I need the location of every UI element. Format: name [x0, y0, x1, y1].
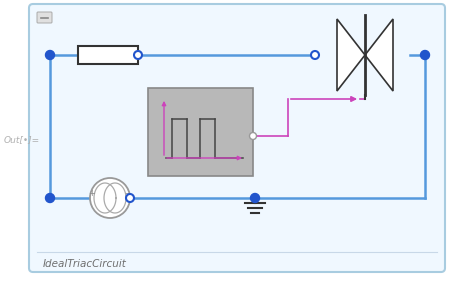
Bar: [78, 46, 138, 64]
Text: IdealTriacCircuit: IdealTriacCircuit: [43, 259, 127, 269]
FancyBboxPatch shape: [29, 4, 445, 272]
Polygon shape: [365, 19, 393, 91]
Polygon shape: [337, 19, 365, 91]
Circle shape: [90, 178, 130, 218]
Circle shape: [420, 50, 429, 60]
Circle shape: [134, 51, 142, 59]
Circle shape: [126, 194, 134, 202]
Text: −: −: [124, 190, 132, 198]
FancyBboxPatch shape: [37, 12, 52, 23]
Circle shape: [46, 194, 55, 202]
Circle shape: [250, 194, 259, 202]
Circle shape: [249, 132, 257, 139]
Text: Out[•]=: Out[•]=: [4, 135, 40, 145]
Text: +: +: [88, 190, 96, 198]
Circle shape: [46, 50, 55, 60]
Circle shape: [311, 51, 319, 59]
Bar: [148, 88, 253, 176]
